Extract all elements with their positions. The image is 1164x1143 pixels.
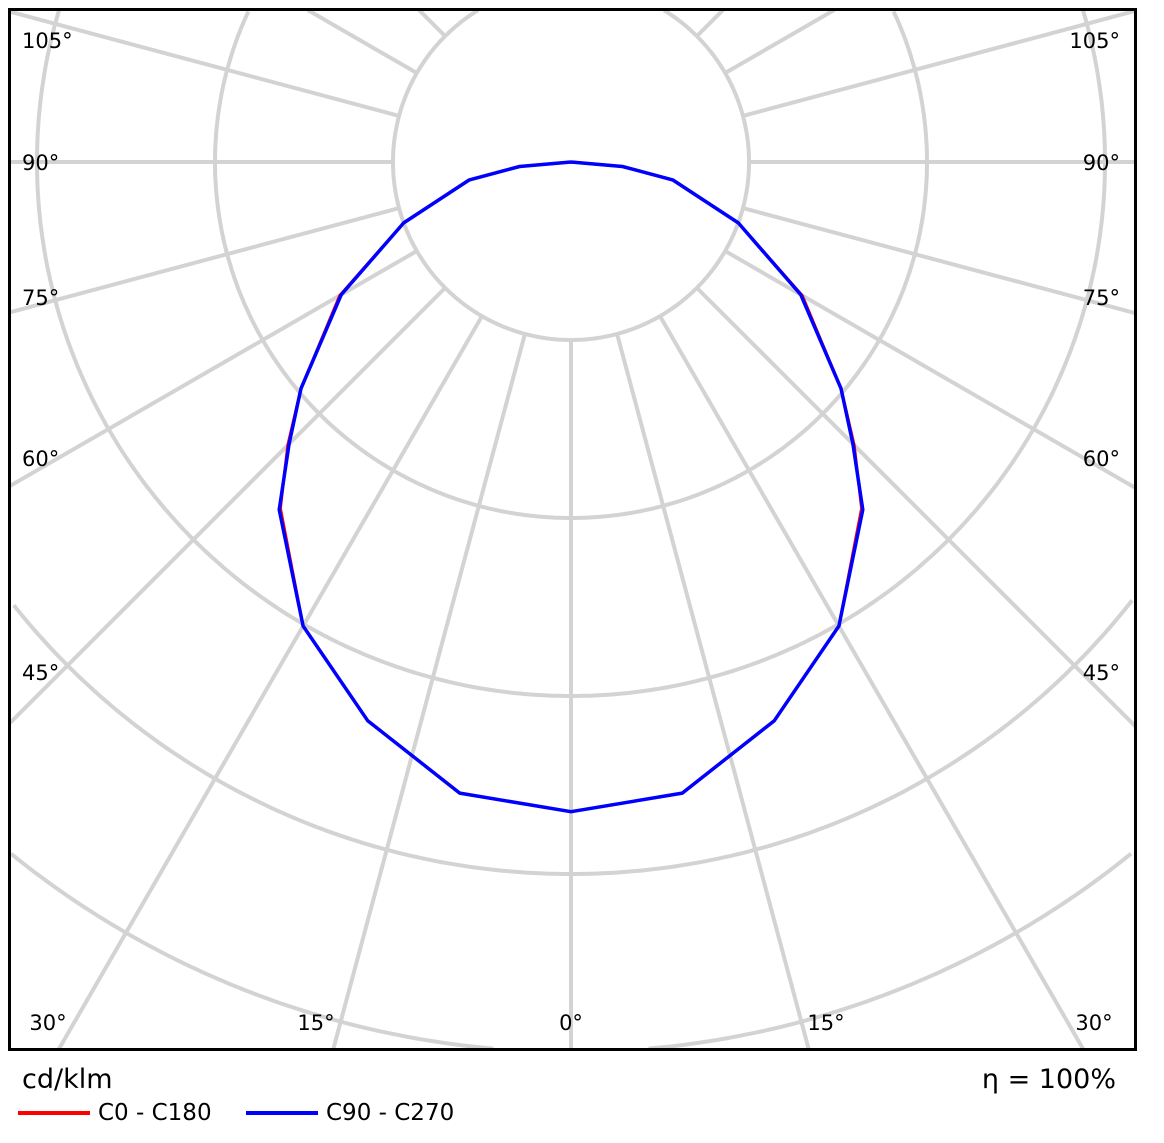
tick-right-45: 45° [1083, 661, 1120, 685]
tick-bottom-15-right: 15° [807, 1011, 844, 1035]
grid-ring-4 [12, 599, 1134, 876]
grid-spoke-45-right [695, 286, 1135, 728]
grid-spoke-45-left [10, 286, 447, 725]
series-line-c90-c270 [277, 160, 865, 814]
legend-item-c0-c180: C0 - C180 [18, 1100, 212, 1126]
grid-ring-2 [213, 10, 929, 520]
tick-bottom-15-left: 15° [297, 1011, 334, 1035]
grid-spoke-135-right [695, 10, 725, 38]
grid-spoke-60-right [724, 249, 1135, 490]
grid-spoke-15-right [615, 333, 811, 1049]
tick-right-90: 90° [1083, 151, 1120, 175]
grid-spoke-135-left [417, 10, 447, 38]
tick-left-75: 75° [22, 286, 59, 310]
grid-ring-5 [10, 852, 1133, 1049]
tick-left-90: 90° [22, 151, 59, 175]
tick-bottom-30-left: 30° [29, 1011, 66, 1035]
tick-left-105: 105° [22, 29, 73, 53]
tick-bottom-30-right: 30° [1075, 1011, 1112, 1035]
legend-swatch-blue [246, 1111, 318, 1115]
tick-right-75: 75° [1083, 286, 1120, 310]
tick-left-60: 60° [22, 447, 59, 471]
curves [277, 160, 865, 814]
unit-label: cd/klm [22, 1064, 113, 1095]
chart-frame [8, 8, 1137, 1051]
grid-spoke-30-left [57, 315, 484, 1049]
grid-spoke-105-left [10, 10, 400, 118]
grid-ring-3 [35, 10, 1107, 698]
efficiency-label: η = 100% [981, 1064, 1116, 1095]
grid-spoke-105-right [742, 10, 1135, 118]
tick-right-105: 105° [1069, 29, 1120, 53]
tick-left-45: 45° [22, 661, 59, 685]
tick-right-60: 60° [1083, 447, 1120, 471]
grid-spoke-120-left [306, 10, 418, 75]
grid-spoke-120-right [724, 10, 836, 75]
grid-spoke-60-left [10, 249, 418, 488]
legend-item-c90-c270: C90 - C270 [246, 1100, 454, 1126]
legend-label: C90 - C270 [326, 1100, 455, 1126]
grid-spoke-75-left [10, 206, 400, 315]
legend-swatch-red [18, 1111, 90, 1115]
tick-bottom-0: 0° [559, 1011, 583, 1035]
grid-spoke-15-left [331, 333, 527, 1049]
legend-label: C0 - C180 [98, 1100, 212, 1126]
polar-grid [10, 10, 1135, 1049]
grid-ring-1 [391, 10, 751, 342]
grid-spoke-30-right [658, 315, 1085, 1049]
grid-spoke-75-right [742, 206, 1135, 316]
